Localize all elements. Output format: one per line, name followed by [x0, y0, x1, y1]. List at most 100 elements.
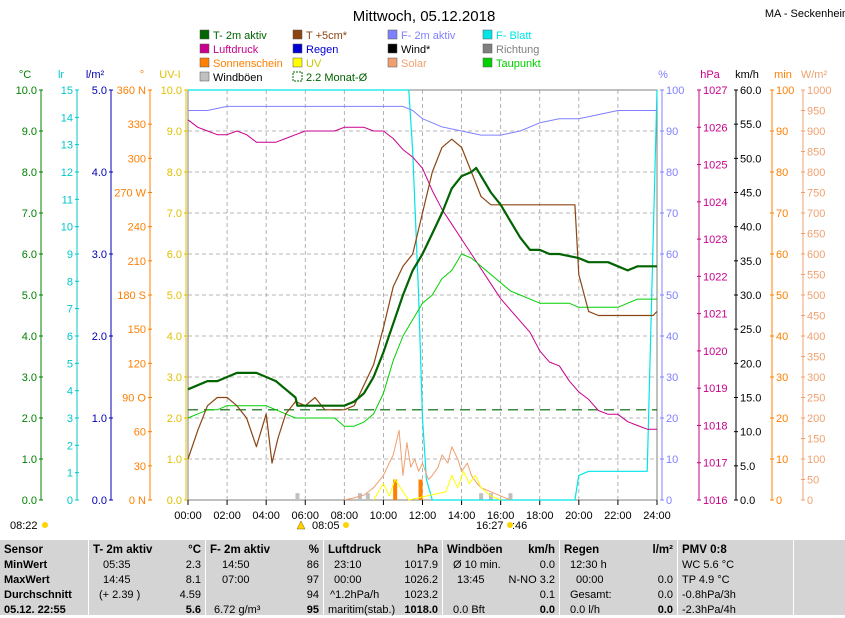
temperature-deviation: (+ 2.39 )	[99, 589, 141, 601]
wind-max-direction: N-NO	[508, 574, 537, 586]
empty-column	[793, 540, 845, 615]
legend-swatch	[292, 71, 303, 82]
series-luftdruck	[187, 119, 657, 430]
x-axis-tick-label: 22:00	[604, 510, 632, 522]
temperature-min: 2.3	[185, 559, 201, 571]
axis-tick-label-left: 6.0	[22, 249, 37, 261]
temperature-avg: 4.59	[179, 589, 201, 601]
x-axis-tick-label: 20:00	[565, 510, 593, 522]
x-axis-tick-label: 12:00	[409, 510, 437, 522]
axis-tick-label-right: 800	[807, 167, 825, 179]
axis-tick-label-left: 11	[62, 194, 73, 206]
legend-label: Wind*	[401, 44, 431, 56]
axis-tick-label-left: 9.0	[167, 126, 182, 138]
x-axis-tick-label: 24:00	[643, 510, 671, 522]
axis-tick-label-left: 3	[67, 413, 73, 425]
legend-label: Taupunkt	[496, 58, 541, 70]
legend-swatch	[199, 43, 210, 54]
pmv-header: PMV 0:8	[682, 544, 727, 556]
axis-tick-label-left: 8.0	[167, 167, 182, 179]
legend-swatch	[482, 29, 493, 40]
legend-swatch	[199, 57, 210, 68]
bar-windb-en	[479, 493, 484, 500]
legend-label: F- Blatt	[496, 30, 531, 42]
x-axis-tick-label: 02:00	[213, 510, 241, 522]
axis-tick-label-right: 50.0	[740, 153, 761, 165]
axis-tick-label-right: 10	[666, 454, 678, 466]
axis-tick-label-left: 5	[67, 358, 73, 370]
legend-swatch	[387, 57, 398, 68]
axis-tick-label-left: 6.0	[167, 249, 182, 261]
axis-tick-label-right: 30.0	[740, 290, 761, 302]
wind-beaufort: 0.0 Bft	[453, 604, 485, 616]
axis-tick-label-right: 300	[807, 372, 825, 384]
axis-unit-right: W/m²	[801, 69, 828, 81]
axis-tick-label-right: 1000	[807, 85, 831, 97]
axis-tick-label-left: 6	[67, 331, 73, 343]
legend-swatch	[292, 29, 303, 40]
axis-unit-right: hPa	[700, 69, 720, 81]
bar-windb-en	[365, 493, 370, 500]
axis-tick-label-right: 10	[776, 454, 788, 466]
legend-swatch	[292, 57, 303, 68]
axis-tick-label-right: 15.0	[740, 393, 761, 405]
axis-tick-label-left: 330	[128, 119, 146, 131]
axis-tick-label-right: 1026	[703, 122, 727, 134]
temperature-min-time: 05:35	[103, 559, 131, 571]
axis-tick-label-right: 60	[666, 249, 678, 261]
humidity-header: F- 2m aktiv	[210, 544, 271, 556]
wind-max-value: 3.2	[539, 574, 555, 586]
axis-tick-label-right: 20	[776, 413, 788, 425]
axis-tick-label-left: 4.0	[167, 331, 182, 343]
max-label: MaxWert	[4, 574, 50, 586]
weather-chart: Mittwoch, 05.12.2018 MA - Seckenheim T- 2m…	[10, 8, 845, 532]
pressure-trend: ^1.2hPa/h	[330, 589, 380, 601]
axis-tick-label-left: 1.0	[167, 454, 182, 466]
axis-unit-left: °	[140, 69, 144, 81]
series-solar	[344, 429, 511, 501]
legend-label: Luftdruck	[213, 44, 259, 56]
axis-tick-label-right: 70	[666, 208, 678, 220]
station-name: MA - Seckenheim	[765, 8, 845, 20]
bar-windb-en	[295, 493, 300, 500]
axis-tick-label-right: 700	[807, 208, 825, 220]
axis-tick-label-left: 7.0	[167, 208, 182, 220]
axis-tick-label-left: 1.0	[92, 413, 107, 425]
axis-tick-label-right: 550	[807, 270, 825, 282]
axis-unit-right: min	[774, 69, 792, 81]
axis-tick-label-right: 50	[666, 290, 678, 302]
axis-tick-label-left: 12	[61, 167, 73, 179]
wind-mean: 0.1	[539, 589, 555, 601]
axis-tick-label-left: 9.0	[22, 126, 37, 138]
axis-tick-label-right: 80	[776, 167, 788, 179]
rain-max: 0.0	[657, 574, 673, 586]
x-axis-tick-label: 16:00	[487, 510, 515, 522]
rain-max-time: 00:00	[576, 574, 604, 586]
pressure-unit: hPa	[416, 544, 438, 556]
axis-tick-label-left: 9	[67, 249, 73, 261]
humidity-unit: %	[308, 544, 319, 556]
axis-tick-label-right: 900	[807, 126, 825, 138]
sensor-header: Sensor	[4, 544, 43, 556]
sun-icon	[507, 522, 513, 528]
axis-tick-label-left: 4.0	[92, 167, 107, 179]
series-t-5cm-	[187, 138, 658, 464]
axis-tick-label-left: 10.0	[161, 85, 182, 97]
humidity-absolute: 6.72 g/m³	[214, 604, 261, 616]
axis-tick-label-left: 3.0	[167, 372, 182, 384]
legend-label: Windböen	[213, 72, 263, 84]
humidity-column: F- 2m aktiv% 14:50 86 07:00 97 94 6.72 g/m…	[205, 540, 323, 616]
humidity-avg: 94	[306, 589, 319, 601]
sun-icon	[343, 522, 349, 528]
axis-tick-label-left: 0.0	[92, 495, 107, 507]
humidity-max-time: 07:00	[222, 574, 250, 586]
x-axis-tick-label: 04:00	[252, 510, 280, 522]
axis-tick-label-left: 3.0	[22, 372, 37, 384]
axis-tick-label-right: 40.0	[740, 222, 761, 234]
axis-tick-label-left: 180 S	[117, 290, 146, 302]
bar-windb-en	[508, 493, 513, 500]
min-label: MinWert	[4, 559, 48, 571]
axis-tick-label-right: 30	[666, 372, 678, 384]
axis-tick-label-right: 1016	[703, 495, 727, 507]
axis-tick-label-right: 100	[776, 85, 794, 97]
